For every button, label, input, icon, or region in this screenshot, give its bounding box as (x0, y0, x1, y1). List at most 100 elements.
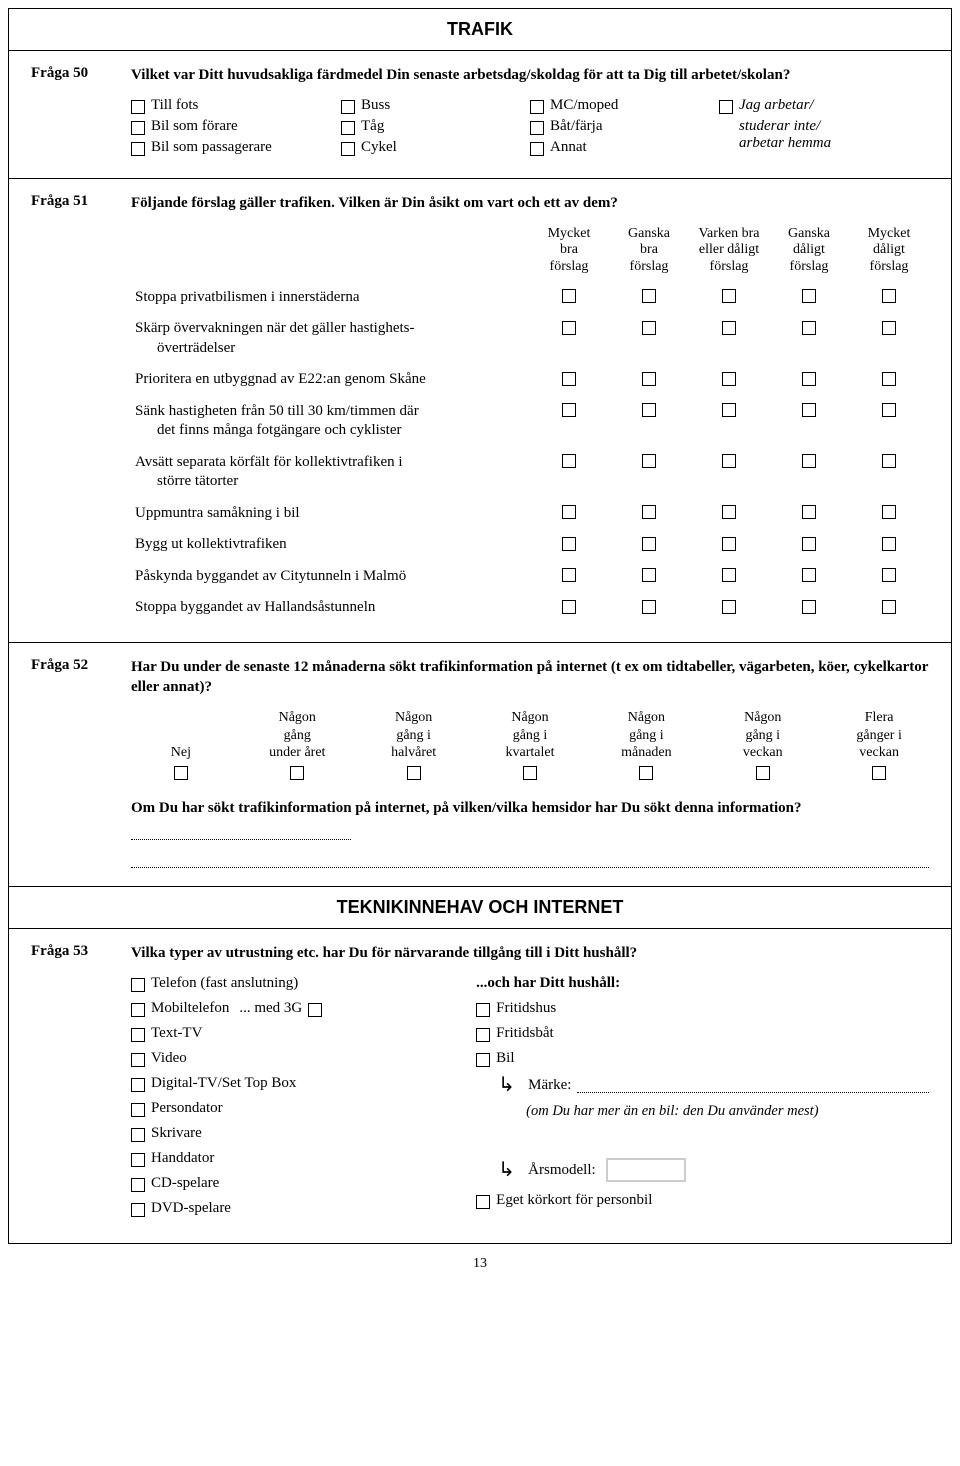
q53-right-head: ...och har Ditt hushåll: (476, 975, 929, 992)
checkbox[interactable] (308, 1003, 322, 1017)
checkbox[interactable] (642, 289, 656, 303)
checkbox[interactable] (722, 568, 736, 582)
checkbox[interactable] (642, 403, 656, 417)
checkbox[interactable] (131, 1128, 145, 1142)
option-label: Fritidshus (496, 1000, 556, 1017)
q50-col2: Buss Tåg Cykel (341, 97, 530, 160)
page-number: 13 (8, 1256, 952, 1272)
checkbox[interactable] (722, 372, 736, 386)
checkbox[interactable] (174, 766, 188, 780)
q52-option: Någongång iveckan (713, 709, 813, 780)
checkbox[interactable] (722, 454, 736, 468)
checkbox[interactable] (131, 978, 145, 992)
checkbox[interactable] (642, 321, 656, 335)
question-53: Fråga 53 Vilka typer av utrustning etc. … (9, 929, 951, 1243)
checkbox[interactable] (642, 454, 656, 468)
checkbox[interactable] (802, 321, 816, 335)
checkbox[interactable] (722, 321, 736, 335)
checkbox[interactable] (882, 454, 896, 468)
checkbox[interactable] (562, 454, 576, 468)
q50-col3: MC/moped Båt/färja Annat (530, 97, 719, 160)
checkbox[interactable] (802, 289, 816, 303)
checkbox[interactable] (476, 1028, 490, 1042)
checkbox[interactable] (802, 600, 816, 614)
checkbox[interactable] (722, 600, 736, 614)
checkbox[interactable] (882, 372, 896, 386)
checkbox[interactable] (341, 121, 355, 135)
checkbox[interactable] (131, 100, 145, 114)
checkbox[interactable] (131, 1003, 145, 1017)
checkbox[interactable] (562, 600, 576, 614)
checkbox[interactable] (131, 1028, 145, 1042)
checkbox[interactable] (530, 121, 544, 135)
arsmodell-field[interactable] (606, 1158, 686, 1182)
checkbox[interactable] (131, 121, 145, 135)
checkbox[interactable] (562, 321, 576, 335)
checkbox[interactable] (802, 568, 816, 582)
checkbox[interactable] (722, 537, 736, 551)
checkbox[interactable] (882, 568, 896, 582)
checkbox[interactable] (131, 1053, 145, 1067)
checkbox[interactable] (882, 403, 896, 417)
checkbox[interactable] (802, 403, 816, 417)
checkbox[interactable] (341, 142, 355, 156)
q53-left-col: Telefon (fast anslutning) Mobiltelefon..… (131, 975, 466, 1225)
dotted-line[interactable] (577, 1078, 929, 1092)
checkbox[interactable] (642, 568, 656, 582)
checkbox[interactable] (756, 766, 770, 780)
checkbox[interactable] (802, 537, 816, 551)
checkbox[interactable] (882, 537, 896, 551)
q53-right-col: ...och har Ditt hushåll: Fritidshus Frit… (466, 975, 929, 1225)
dotted-line[interactable] (131, 854, 929, 868)
checkbox[interactable] (882, 321, 896, 335)
checkbox[interactable] (476, 1195, 490, 1209)
checkbox[interactable] (562, 568, 576, 582)
checkbox[interactable] (341, 100, 355, 114)
checkbox[interactable] (476, 1053, 490, 1067)
checkbox[interactable] (882, 505, 896, 519)
checkbox[interactable] (642, 600, 656, 614)
checkbox[interactable] (642, 505, 656, 519)
checkbox[interactable] (476, 1003, 490, 1017)
checkbox[interactable] (882, 600, 896, 614)
checkbox[interactable] (882, 289, 896, 303)
option-label: Till fots (151, 97, 198, 114)
option-label: studerar inte/ (719, 118, 929, 135)
checkbox[interactable] (562, 403, 576, 417)
checkbox[interactable] (290, 766, 304, 780)
checkbox[interactable] (407, 766, 421, 780)
checkbox[interactable] (802, 372, 816, 386)
checkbox[interactable] (802, 505, 816, 519)
checkbox[interactable] (131, 1203, 145, 1217)
option-label: Mobiltelefon (151, 1000, 229, 1017)
q51-header: Mycketbraförslag (529, 226, 609, 282)
marke-row: ↳ Märke: (498, 1075, 929, 1095)
q50-col1: Till fots Bil som förare Bil som passage… (131, 97, 341, 160)
checkbox[interactable] (562, 289, 576, 303)
checkbox[interactable] (639, 766, 653, 780)
checkbox[interactable] (802, 454, 816, 468)
checkbox[interactable] (722, 505, 736, 519)
checkbox[interactable] (562, 372, 576, 386)
question-52: Fråga 52 Har Du under de senaste 12 måna… (9, 643, 951, 886)
option-label: Fritidsbåt (496, 1025, 554, 1042)
checkbox[interactable] (131, 1078, 145, 1092)
checkbox[interactable] (719, 100, 733, 114)
checkbox[interactable] (131, 1178, 145, 1192)
checkbox[interactable] (722, 403, 736, 417)
checkbox[interactable] (131, 142, 145, 156)
checkbox[interactable] (530, 142, 544, 156)
checkbox[interactable] (642, 372, 656, 386)
checkbox[interactable] (523, 766, 537, 780)
q52-options: NejNågongångunder åretNågongång ihalvåre… (131, 709, 929, 780)
checkbox[interactable] (562, 537, 576, 551)
checkbox[interactable] (131, 1103, 145, 1117)
checkbox[interactable] (722, 289, 736, 303)
checkbox[interactable] (562, 505, 576, 519)
checkbox[interactable] (642, 537, 656, 551)
checkbox[interactable] (530, 100, 544, 114)
checkbox[interactable] (131, 1153, 145, 1167)
option-label: MC/moped (550, 97, 618, 114)
checkbox[interactable] (872, 766, 886, 780)
q51-row-label: Avsätt separata körfält för kollektivtra… (131, 447, 529, 498)
